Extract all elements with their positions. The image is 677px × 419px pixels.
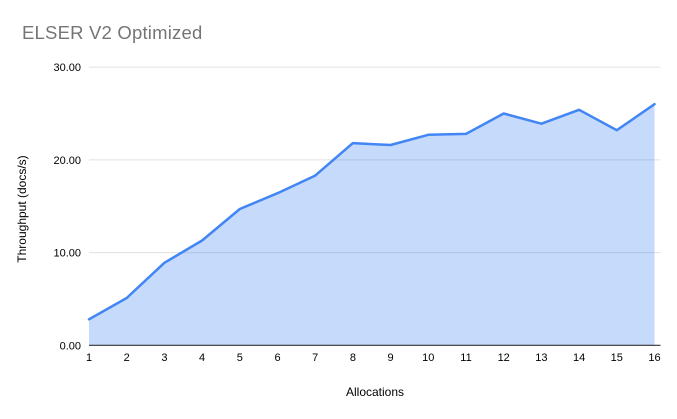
x-tick-label: 8 (350, 352, 356, 364)
y-tick-label: 30.00 (53, 62, 81, 74)
x-tick-label: 9 (388, 352, 394, 364)
x-tick-label: 3 (161, 352, 167, 364)
y-tick-label: 20.00 (53, 155, 81, 167)
series-line (87, 102, 656, 321)
y-tick-label: 10.00 (53, 248, 81, 260)
x-tick-label: 15 (611, 352, 623, 364)
x-axis-title: Allocations (345, 385, 405, 399)
area-fill (89, 104, 655, 346)
x-tick-label: 1 (86, 352, 92, 364)
x-tick-label: 14 (573, 352, 585, 364)
x-tick-label: 4 (199, 352, 205, 364)
x-tick-label: 10 (422, 352, 434, 364)
chart-title: ELSER V2 Optimized (22, 22, 203, 43)
y-tick-label: 0.00 (60, 340, 81, 352)
x-tick-label: 11 (460, 352, 471, 364)
x-tick-label: 12 (498, 352, 510, 364)
x-tick-label: 7 (312, 352, 318, 364)
x-tick-label: 13 (535, 352, 547, 364)
x-tick-label: 5 (237, 352, 243, 364)
x-tick-label: 6 (274, 352, 280, 364)
x-tick-label: 16 (648, 352, 660, 364)
x-tick-label: 2 (124, 352, 130, 364)
